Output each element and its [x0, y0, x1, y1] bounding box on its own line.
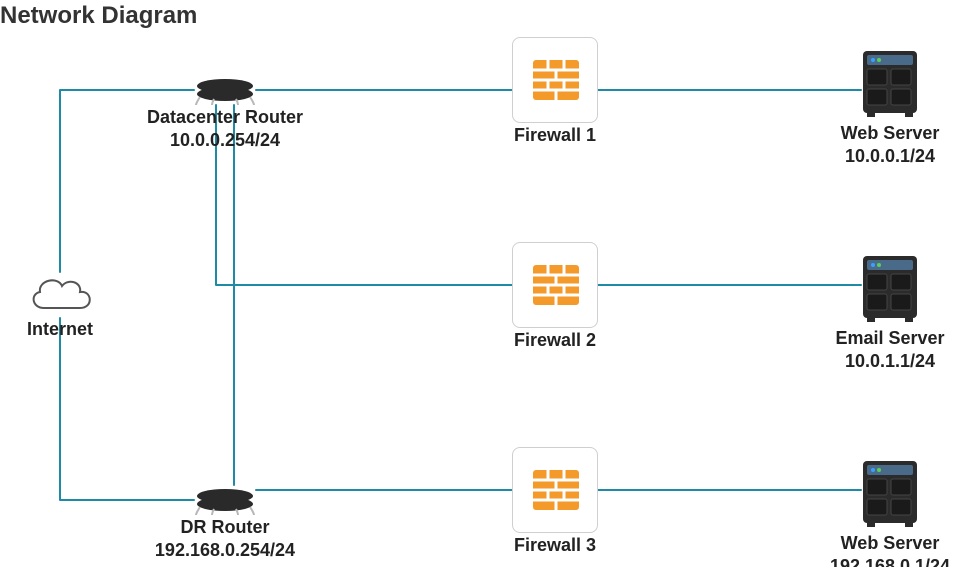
web2-label-1: Web Server [841, 533, 940, 553]
fw3-label-text: Firewall 3 [514, 535, 596, 555]
router-icon [194, 75, 256, 105]
firewall-1-label: Firewall 1 [505, 124, 605, 147]
internet-label-text: Internet [27, 319, 93, 339]
web1-label-1: Web Server [841, 123, 940, 143]
firewall-1-box [512, 37, 598, 123]
server-icon [861, 254, 919, 324]
web-server-1-node [861, 49, 919, 119]
datacenter-router-label: Datacenter Router 10.0.0.254/24 [130, 106, 320, 151]
dr-router-label-2: 192.168.0.254/24 [155, 540, 295, 560]
fw2-label-text: Firewall 2 [514, 330, 596, 350]
diagram-canvas: Network Diagram Internet Datacenter Rout… [0, 0, 975, 567]
dr-router-label: DR Router 192.168.0.254/24 [130, 516, 320, 561]
firewall-3-box [512, 447, 598, 533]
email-server-label: Email Server 10.0.1.1/24 [815, 327, 965, 372]
link-path [60, 318, 194, 500]
web1-label-2: 10.0.0.1/24 [845, 146, 935, 166]
firewall-icon [513, 448, 599, 534]
web-server-2-label: Web Server 192.168.0.1/24 [810, 532, 970, 567]
internet-label: Internet [0, 318, 120, 341]
dc-router-label-2: 10.0.0.254/24 [170, 130, 280, 150]
links-layer [0, 0, 975, 567]
server-icon [861, 49, 919, 119]
web2-label-2: 192.168.0.1/24 [830, 556, 950, 567]
web-server-1-label: Web Server 10.0.0.1/24 [820, 122, 960, 167]
email-label-2: 10.0.1.1/24 [845, 351, 935, 371]
email-label-1: Email Server [835, 328, 944, 348]
server-icon [861, 459, 919, 529]
dc-router-label-1: Datacenter Router [147, 107, 303, 127]
firewall-icon [513, 243, 599, 329]
router-icon [194, 485, 256, 515]
internet-node [24, 272, 96, 318]
dr-router-node [194, 485, 256, 515]
email-server-node [861, 254, 919, 324]
firewall-icon [513, 38, 599, 124]
firewall-3-label: Firewall 3 [505, 534, 605, 557]
dr-router-label-1: DR Router [181, 517, 270, 537]
datacenter-router-node [194, 75, 256, 105]
cloud-icon [24, 272, 96, 318]
web-server-2-node [861, 459, 919, 529]
firewall-2-label: Firewall 2 [505, 329, 605, 352]
firewall-2-box [512, 242, 598, 328]
fw1-label-text: Firewall 1 [514, 125, 596, 145]
